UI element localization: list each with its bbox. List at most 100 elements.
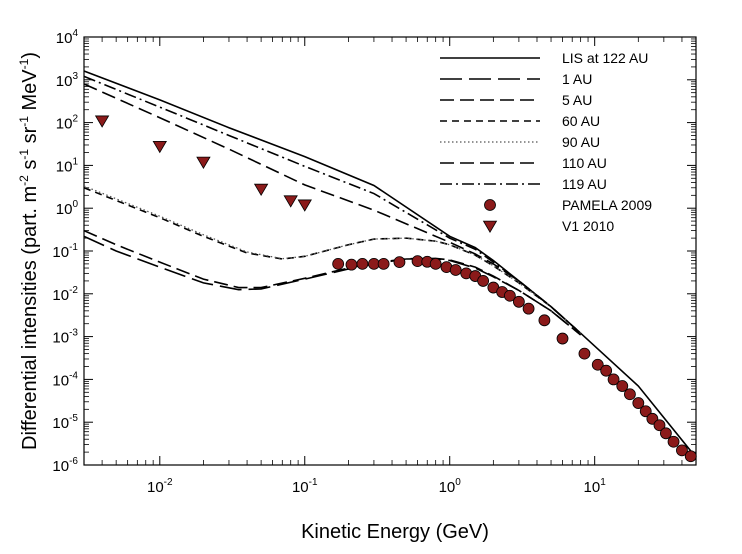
pamela-point [556,332,569,345]
legend: LIS at 122 AU 1 AU 5 AU 60 AU 90 AU 110 AU 119… [440,50,652,234]
legend-label: 90 AU [562,134,600,150]
pamela-point [600,364,613,377]
x-tick-label-exp: -2 [164,477,173,488]
x-axis-label: Kinetic Energy (GeV) [301,521,489,543]
series-line [84,83,582,334]
pamela-point [503,289,516,302]
legend-label: 119 AU [562,176,607,192]
legend-label: 5 AU [562,92,592,108]
pamela-point [616,380,629,392]
pamela-point [591,358,604,371]
series-line [84,75,582,334]
y-tick-label-exp: -1 [69,242,78,253]
y-tick-label-base: 10 [56,73,73,90]
v1-point [253,183,269,197]
v1-point [152,140,167,154]
pamela-point [522,302,535,315]
pamela-point [660,427,672,440]
y-tick-label-exp: 0 [72,199,78,210]
y-tick-label-exp: 2 [72,114,78,125]
y-tick-label-base: 10 [52,287,69,304]
y-tick-label-base: 10 [52,372,69,389]
y-tick-label-exp: 3 [72,71,78,82]
pamela-point [393,256,406,269]
legend-label: 60 AU [562,113,600,129]
x-tick-label: 101 [584,477,607,496]
y-tick-label: 10-4 [52,370,78,389]
y-tick-label-base: 10 [56,201,73,218]
pamela-point [639,405,652,418]
y-tick-label-exp: -2 [69,285,78,296]
v1-point [94,115,110,128]
legend-marker [484,199,496,211]
x-tick-label-base: 10 [292,479,309,496]
pamela-point [449,264,462,276]
pamela-point [377,257,390,270]
pamela-point [538,314,551,327]
series-line [84,235,582,336]
y-tick-label: 104 [56,28,79,47]
y-label-close: ) [19,52,41,59]
pamela-point [512,295,525,308]
y-tick-label-exp: 4 [72,28,78,39]
legend-label: PAMELA 2009 [562,197,652,213]
pamela-point [667,435,680,448]
pamela-point [632,397,645,409]
y-tick-label-base: 10 [52,415,69,432]
pamela-point [477,275,490,287]
y-tick-label: 10-6 [52,456,78,475]
legend-label: 1 AU [562,71,592,87]
y-label-exp-sr: -1 [17,116,31,127]
y-label-s: s [19,160,41,176]
y-tick-label-exp: -6 [69,456,78,467]
y-tick-label: 10-1 [52,242,78,261]
x-tick-label: 10-2 [147,477,173,496]
series-line [84,229,582,336]
series-line [84,70,696,458]
plot-frame [83,36,697,466]
legend-label: 110 AU [562,155,607,171]
legend-marker [482,220,498,233]
y-tick-label: 10-2 [52,285,78,304]
x-tick-label-exp: -1 [309,477,318,488]
pamela-point [332,257,345,270]
v1-point [297,199,312,212]
pamela-point [607,373,620,386]
x-tick-label: 100 [439,477,462,496]
y-label-main: Differential intensities (part. m [19,186,41,450]
y-tick-label: 10-5 [52,413,78,432]
y-label-mev: MeV [19,69,41,116]
y-label-exp-mev: -1 [17,58,31,69]
v1-point [283,195,298,208]
pamela-point [356,257,369,270]
x-tick-label-base: 10 [439,479,456,496]
y-tick-label-exp: -5 [69,413,78,424]
y-axis-label: Differential intensities (part. m-2 s-1 … [17,52,41,450]
y-tick-label-base: 10 [56,116,73,133]
pamela-point [345,258,358,271]
pamela-point [578,347,591,360]
y-tick-label-base: 10 [52,244,69,261]
x-tick-label-exp: 1 [600,477,606,488]
series-layer [84,70,696,458]
points-layer [94,115,697,463]
y-tick-label: 101 [56,156,79,175]
axis-ticks: 10410310210110010-110-210-310-410-510-61… [52,28,697,496]
y-tick-label: 103 [56,71,79,90]
legend-label: V1 2010 [562,218,614,234]
x-tick-label-base: 10 [584,479,601,496]
y-tick-label: 100 [56,199,79,218]
pamela-point [676,444,688,457]
pamela-point [653,419,666,432]
y-tick-label-exp: 1 [72,156,78,167]
y-tick-label-base: 10 [56,158,73,175]
y-tick-label-base: 10 [56,30,73,47]
pamela-point [429,257,442,270]
series-line [84,187,582,334]
y-tick-label-base: 10 [52,458,69,475]
x-tick-label-exp: 0 [455,477,461,488]
y-tick-label: 102 [56,114,79,133]
y-label-exp-m: -2 [17,175,31,186]
y-tick-label-exp: -3 [69,328,78,339]
